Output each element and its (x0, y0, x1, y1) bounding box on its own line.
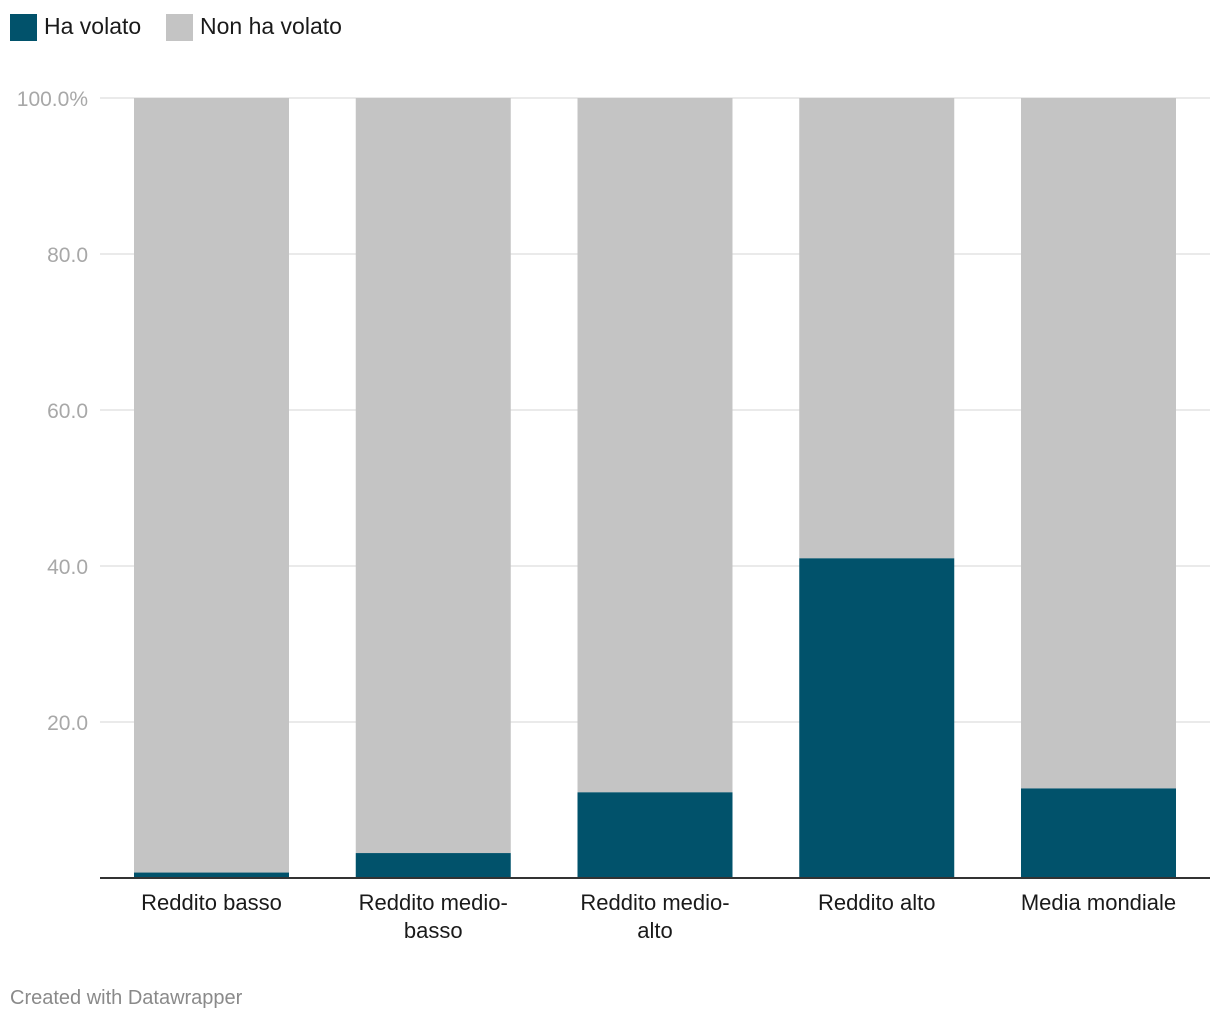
bar-3-series-0 (799, 558, 955, 878)
y-tick-label-0: 100.0% (17, 88, 88, 111)
x-tick-label-line: Media mondiale (1021, 890, 1176, 915)
x-tick-label-line: Reddito basso (141, 890, 282, 915)
chart-legend: Ha volato Non ha volato (10, 13, 342, 41)
legend-swatch-1 (166, 14, 193, 41)
legend-swatch-0 (10, 14, 37, 41)
x-tick-label-line: Reddito alto (818, 890, 935, 915)
x-tick-label-line: Reddito medio- (580, 890, 729, 915)
bar-0-series-0 (134, 872, 289, 878)
y-axis-tick-labels: 100.0% 80.0 60.0 40.0 20.0 (17, 88, 88, 735)
x-tick-label-0: Reddito basso (141, 890, 282, 915)
bar-3-series-1 (799, 98, 955, 559)
x-tick-label-line: Reddito medio- (359, 890, 508, 915)
x-tick-label-2: Reddito medio-alto (580, 890, 729, 943)
x-tick-label-line: alto (637, 918, 672, 943)
x-tick-label-line: basso (404, 918, 463, 943)
y-tick-label-1: 80.0 (47, 244, 88, 267)
bar-4-series-0 (1021, 788, 1176, 878)
x-tick-label-1: Reddito medio-basso (359, 890, 508, 943)
bar-4-series-1 (1021, 98, 1176, 789)
y-tick-label-4: 20.0 (47, 712, 88, 735)
bar-2-series-0 (577, 792, 733, 878)
bar-1-series-1 (355, 98, 511, 854)
x-tick-label-4: Media mondiale (1021, 890, 1176, 915)
legend-label-1: Non ha volato (200, 13, 342, 39)
x-axis-tick-labels: Reddito basso Reddito medio-bassoReddito … (141, 890, 1176, 943)
bar-1-series-0 (355, 853, 511, 878)
bars (134, 98, 1176, 878)
y-tick-label-3: 40.0 (47, 556, 88, 579)
bar-2-series-1 (577, 98, 733, 793)
x-tick-label-3: Reddito alto (818, 890, 935, 915)
y-tick-label-2: 60.0 (47, 400, 88, 423)
footer-credit: Created with Datawrapper (10, 987, 243, 1009)
legend-label-0: Ha volato (44, 13, 141, 39)
bar-0-series-1 (134, 98, 289, 873)
